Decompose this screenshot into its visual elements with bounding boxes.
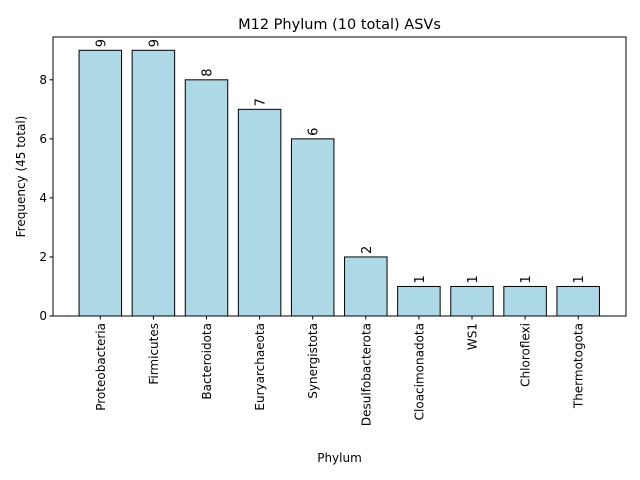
chart-title: M12 Phylum (10 total) ASVs bbox=[238, 17, 441, 33]
x-tick-label: Desulfobacterota bbox=[359, 323, 373, 426]
bar-data-label: 1 bbox=[466, 275, 481, 283]
y-tick-label: 0 bbox=[39, 309, 47, 323]
bar-data-label: 6 bbox=[307, 128, 322, 136]
bar bbox=[184, 79, 229, 317]
x-tick-label: Synergistota bbox=[306, 323, 320, 399]
bar-data-label: 8 bbox=[201, 69, 216, 77]
bar bbox=[78, 49, 123, 317]
bar bbox=[397, 285, 441, 317]
bar-data-label: 1 bbox=[413, 275, 428, 283]
bar-data-label: 7 bbox=[254, 98, 269, 106]
x-tick-label: Cloacimonadota bbox=[412, 323, 426, 420]
bar bbox=[450, 285, 494, 317]
y-tick-label: 2 bbox=[39, 250, 47, 264]
bar bbox=[290, 138, 335, 317]
bar bbox=[556, 285, 600, 317]
bar-data-label: 9 bbox=[147, 39, 162, 47]
x-tick-label: Chloroflexi bbox=[519, 323, 533, 387]
x-tick-label: Bacteroidota bbox=[200, 323, 214, 400]
bar-data-label: 1 bbox=[572, 275, 587, 283]
bar bbox=[237, 108, 282, 317]
x-axis-label: Phylum bbox=[317, 451, 362, 465]
x-tick-label: WS1 bbox=[466, 323, 480, 350]
bar bbox=[344, 256, 388, 317]
bar bbox=[503, 285, 547, 317]
plot-frame bbox=[52, 36, 627, 317]
x-tick-label: Proteobacteria bbox=[94, 323, 108, 411]
x-tick-label: Thermotogota bbox=[572, 323, 586, 409]
y-tick-label: 8 bbox=[39, 73, 47, 87]
y-axis-label: Frequency (45 total) bbox=[14, 116, 28, 238]
y-tick-label: 6 bbox=[39, 132, 47, 146]
x-tick-label: Firmicutes bbox=[147, 323, 161, 385]
bar-data-label: 9 bbox=[94, 39, 109, 47]
bar bbox=[131, 49, 176, 317]
y-tick-label: 4 bbox=[39, 191, 47, 205]
bar-data-label: 2 bbox=[360, 246, 375, 254]
bar-data-label: 1 bbox=[519, 275, 534, 283]
x-tick-label: Euryarchaeota bbox=[253, 323, 267, 411]
plot-area: 0 2 4 6 8 9 Proteobacteria 9 Firmicutes 8 Bacteroi… bbox=[39, 39, 600, 426]
